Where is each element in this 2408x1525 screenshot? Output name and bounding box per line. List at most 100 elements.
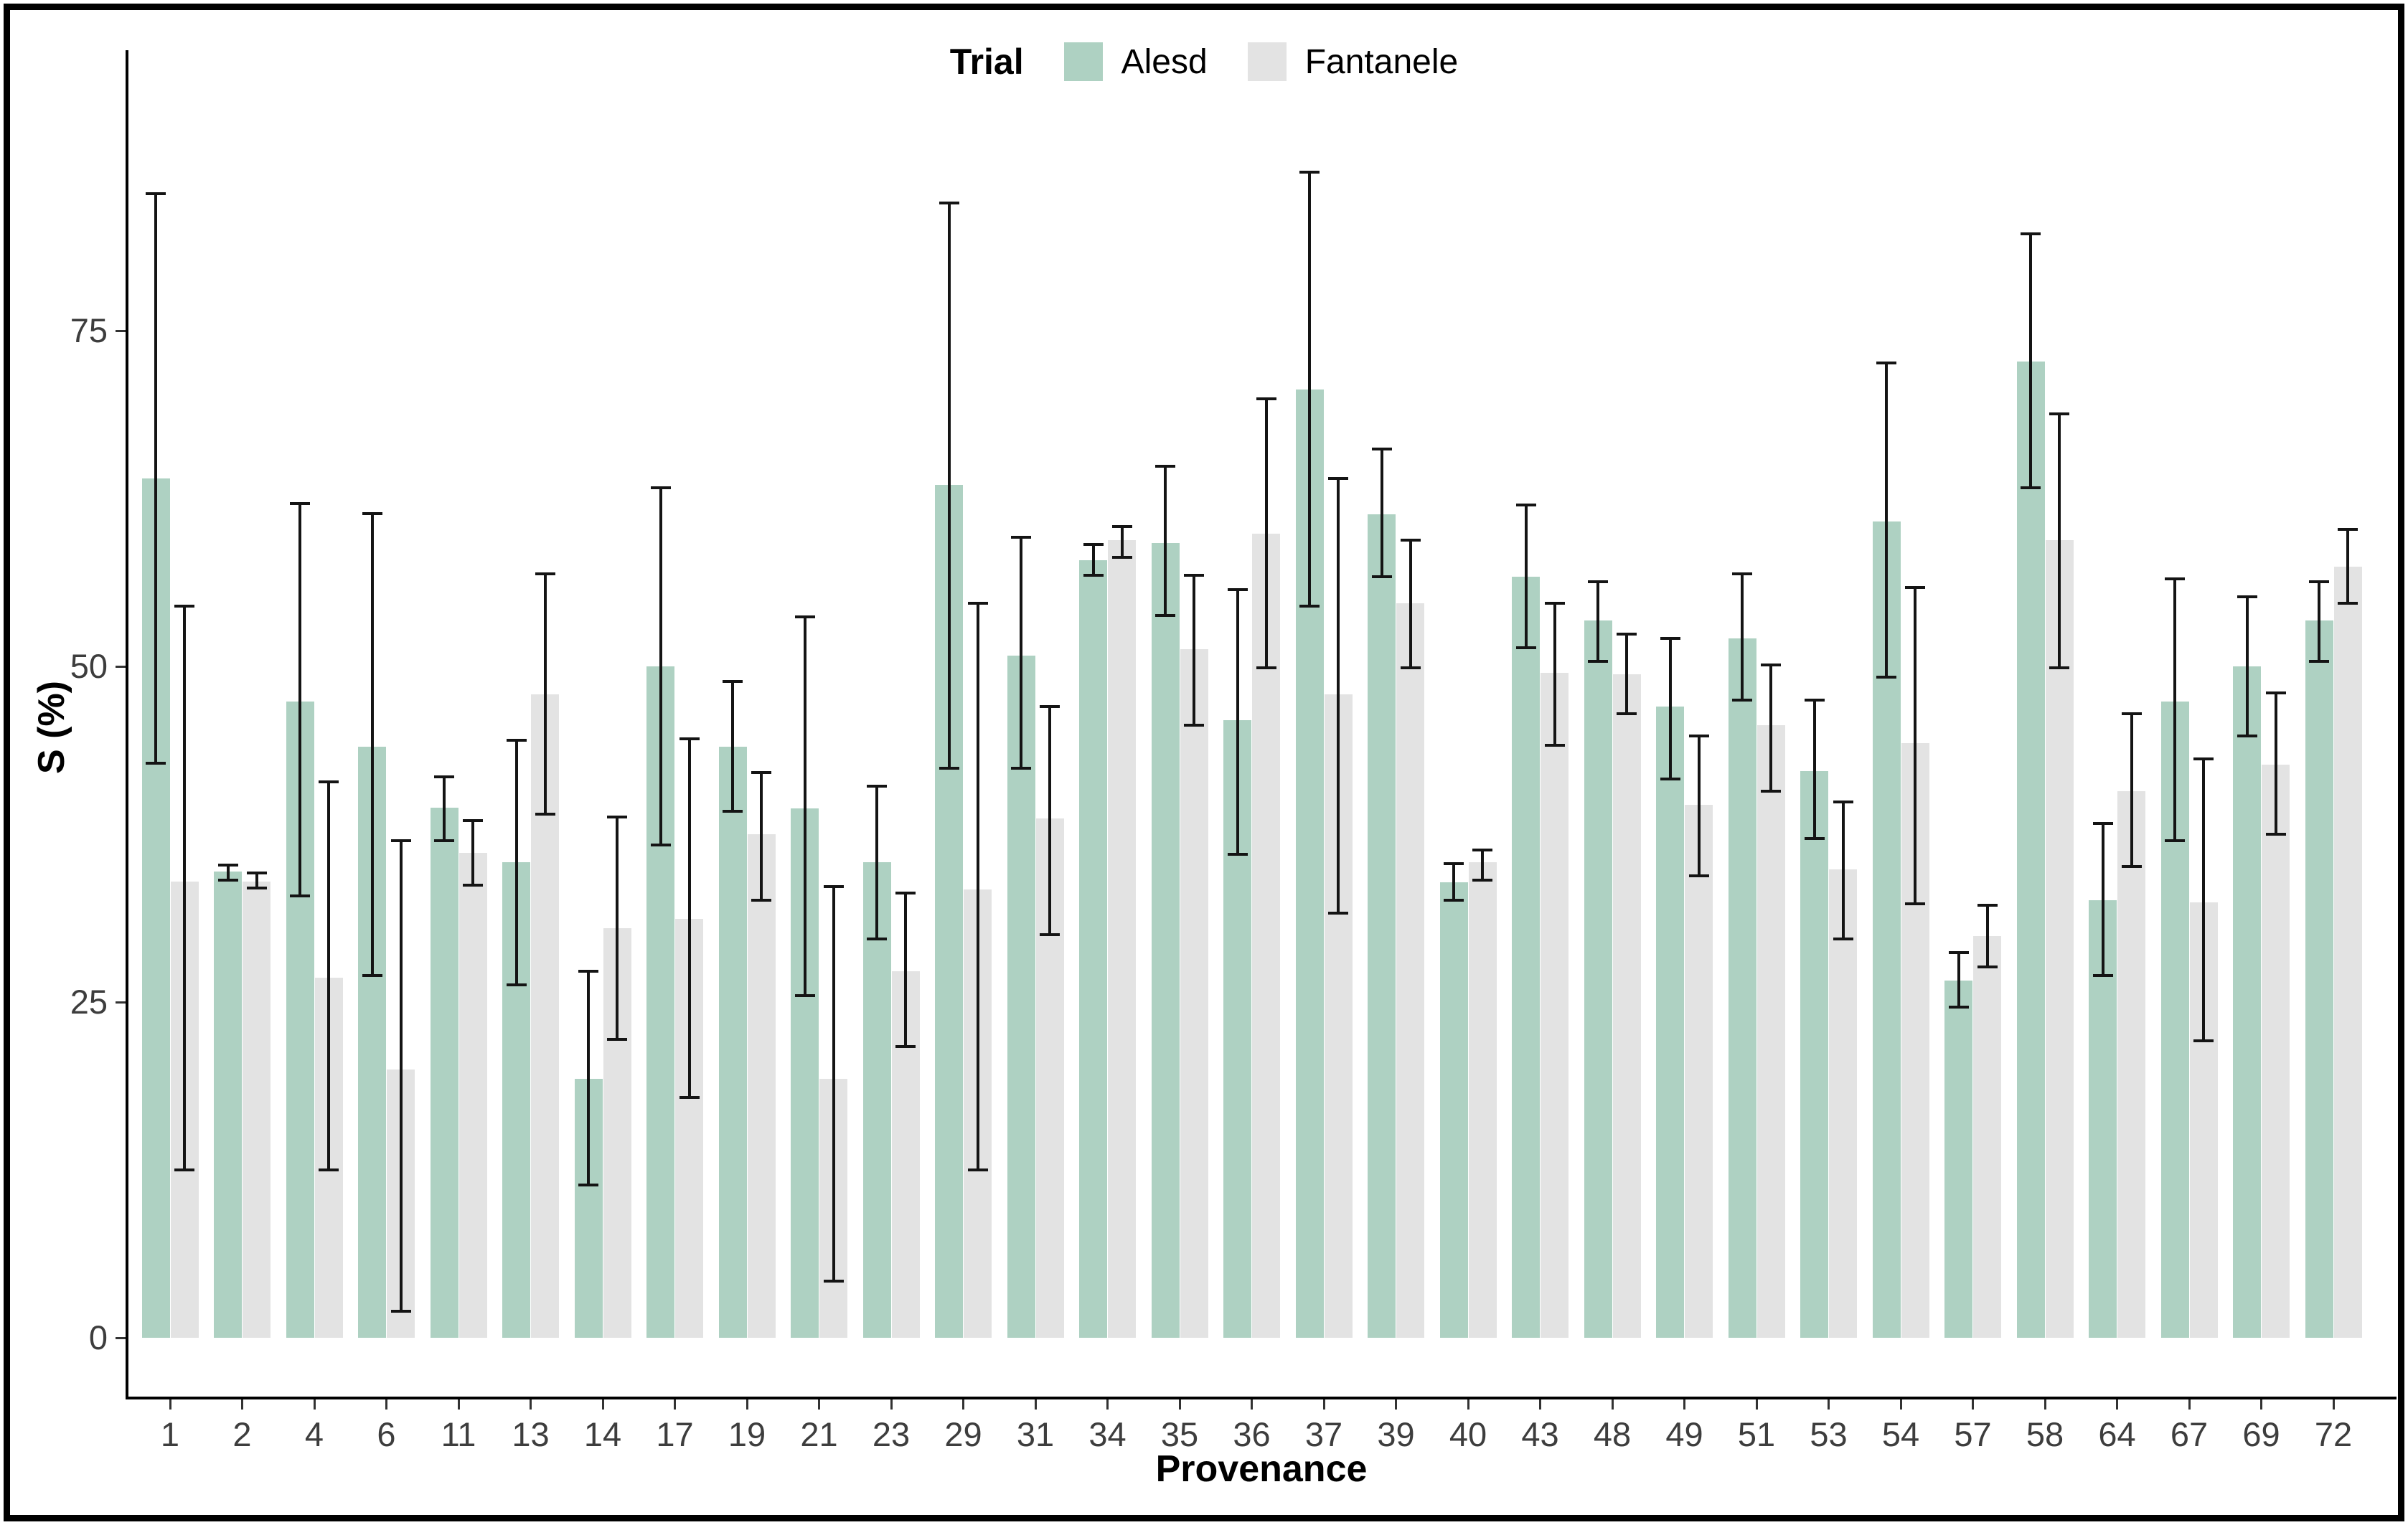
x-tick-label: 34 [1088,1415,1127,1453]
x-axis-title: Provenance [1155,1448,1368,1490]
error-cap-top [1256,397,1276,401]
error-cap-top [867,784,887,788]
error-cap-bottom [967,1168,988,1171]
x-tick-label: 23 [872,1415,911,1453]
error-cap-top [1328,476,1348,480]
error-cap-top [1040,705,1060,709]
error-cap-bottom [1544,744,1565,747]
error-cap-bottom [2237,735,2257,738]
error-bar-alesd-39 [1380,448,1383,577]
error-bar-alesd-58 [2029,234,2032,488]
x-tick [962,1399,964,1410]
y-tick-label: 50 [70,647,108,685]
error-cap-bottom [1444,898,1464,902]
error-bar-alesd-17 [659,488,662,845]
bar-fantanele-49 [1685,804,1713,1338]
error-cap-top [1688,735,1709,738]
error-cap-top [217,864,238,867]
x-tick [457,1399,460,1410]
x-tick-label: 17 [656,1415,694,1453]
error-cap-top [362,511,382,515]
error-bar-alesd-48 [1596,582,1599,661]
legend-item-label: Fantanele [1304,42,1459,81]
error-cap-bottom [1660,778,1680,781]
error-bar-alesd-29 [947,203,951,769]
bar-fantanele-51 [1756,725,1785,1338]
error-cap-top [2049,412,2069,416]
error-cap-bottom [751,898,771,902]
error-bar-fantanele-19 [760,772,763,900]
error-cap-top [1227,588,1248,592]
error-bar-alesd-40 [1452,864,1455,900]
legend: Trial Alesd Fantanele [0,27,2408,96]
error-cap-bottom [1761,790,1781,793]
error-cap-bottom [174,1168,194,1171]
error-cap-bottom [1804,836,1825,840]
error-cap-bottom [434,839,454,843]
bar-alesd-69 [2233,666,2261,1338]
error-cap-top [2021,232,2041,236]
y-tick-label: 25 [70,983,108,1021]
error-bar-fantanele-69 [2274,693,2277,834]
x-tick [1611,1399,1614,1410]
error-cap-bottom [2092,973,2113,977]
alesd-swatch-icon [1063,42,1103,81]
bar-fantanele-2 [243,881,271,1338]
error-cap-top [1833,801,1853,804]
error-cap-top [1011,536,1031,539]
error-bar-alesd-6 [370,513,374,976]
error-bar-alesd-54 [1885,362,1888,677]
error-cap-top [1544,602,1565,605]
bar-alesd-57 [1944,981,1972,1338]
error-cap-top [1400,539,1421,542]
bar-alesd-35 [1151,542,1180,1338]
y-tick-label: 0 [88,1318,108,1356]
bar-fantanele-58 [2045,540,2074,1338]
error-cap-top [2092,822,2113,826]
x-tick-label: 67 [2170,1415,2209,1453]
error-bar-fantanele-21 [832,887,835,1282]
x-tick [890,1399,893,1410]
error-cap-bottom [1083,573,1104,577]
error-cap-bottom [1256,666,1276,669]
error-cap-bottom [1111,556,1132,560]
error-cap-top [290,502,310,506]
x-tick-label: 21 [800,1415,838,1453]
x-tick-label: 1 [160,1415,180,1453]
bar-alesd-2 [214,872,242,1338]
error-bar-fantanele-67 [2202,759,2205,1042]
bar-alesd-19 [718,747,747,1338]
x-tick-label: 58 [2026,1415,2064,1453]
error-bar-fantanele-53 [1841,802,1845,939]
error-bar-alesd-64 [2101,823,2104,976]
error-bar-alesd-69 [2245,596,2249,737]
x-tick-label: 40 [1449,1415,1487,1453]
error-cap-bottom [1371,575,1392,578]
error-bar-fantanele-29 [976,603,979,1170]
bar-fantanele-39 [1396,603,1424,1338]
error-cap-top [2121,712,2142,715]
error-bar-alesd-51 [1741,573,1744,700]
error-cap-bottom [1833,938,1853,941]
x-tick [1322,1399,1325,1410]
error-cap-top [146,192,166,196]
error-cap-bottom [1905,902,1925,906]
error-cap-bottom [723,810,743,813]
error-cap-bottom [1732,698,1752,702]
error-cap-bottom [1688,874,1709,878]
y-tick [116,329,126,332]
error-bar-fantanele-34 [1120,527,1124,558]
error-cap-top [2309,580,2329,584]
error-cap-bottom [2121,864,2142,868]
x-tick [1467,1399,1469,1410]
error-cap-top [1515,504,1536,507]
x-tick [1755,1399,1758,1410]
error-cap-top [1444,862,1464,866]
error-bar-fantanele-51 [1769,665,1772,792]
x-tick-label: 37 [1304,1415,1343,1453]
error-bar-fantanele-49 [1697,736,1701,877]
error-bar-alesd-43 [1524,505,1528,648]
x-tick [1178,1399,1181,1410]
error-cap-top [2237,595,2257,598]
error-cap-top [174,604,194,608]
